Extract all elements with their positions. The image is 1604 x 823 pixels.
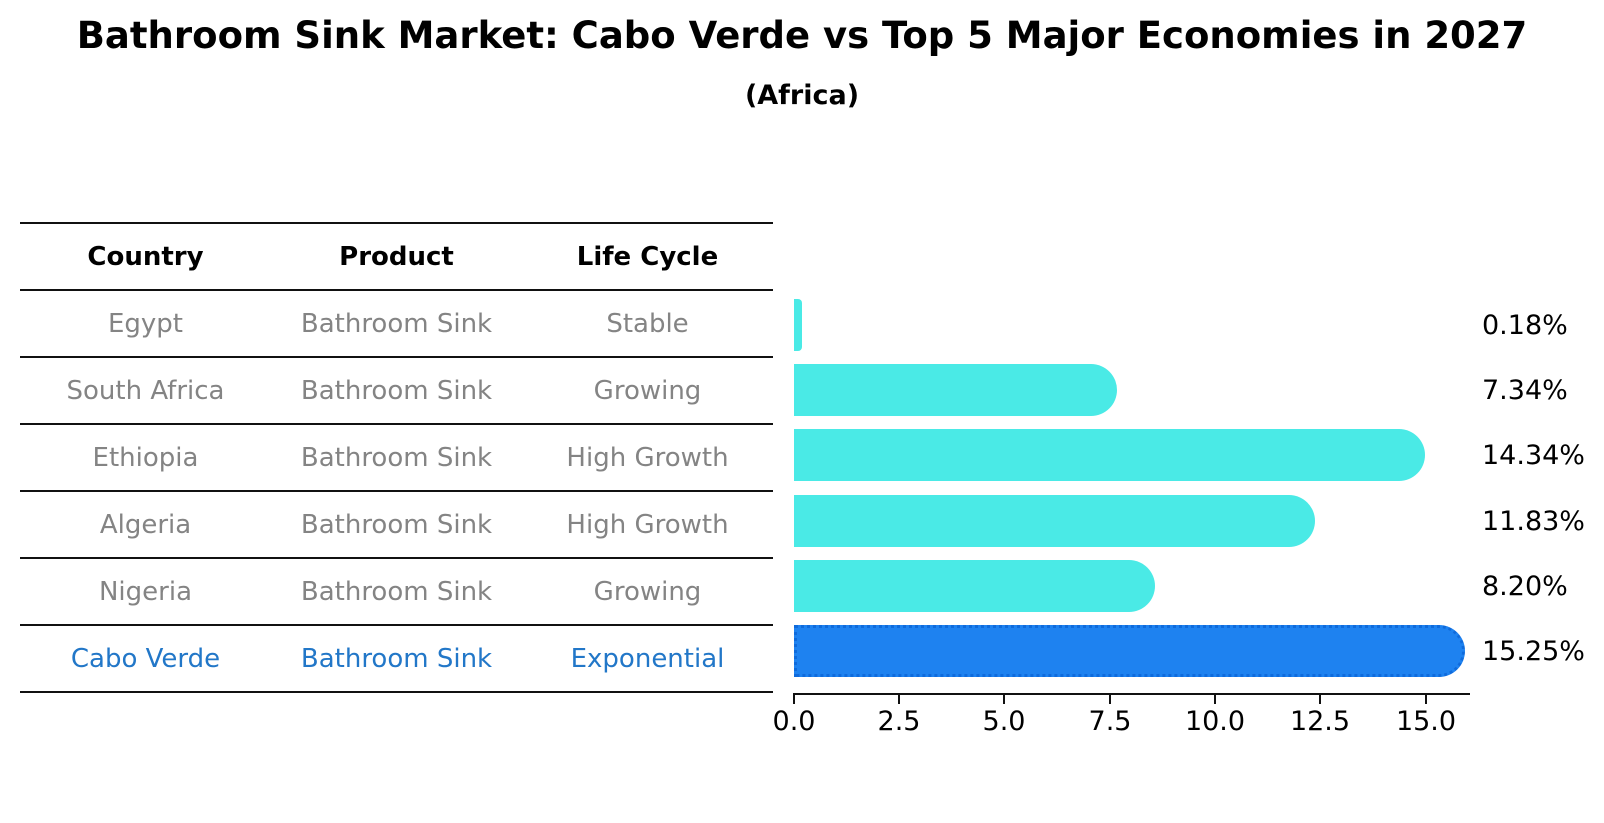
cell-life-cycle: High Growth: [566, 509, 729, 540]
country-table: Country Product Life Cycle Egypt Bathroo…: [20, 222, 773, 693]
table-header-row: Country Product Life Cycle: [20, 224, 773, 291]
x-tick: [1319, 694, 1321, 704]
cell-country: South Africa: [66, 375, 225, 406]
cell-product: Bathroom Sink: [300, 308, 493, 339]
bar-algeria: [794, 495, 1315, 547]
x-tick: [793, 694, 795, 704]
x-tick: [1109, 694, 1111, 704]
chart-title: Bathroom Sink Market: Cabo Verde vs Top …: [76, 14, 1528, 57]
header-country: Country: [87, 241, 204, 272]
value-label-egypt: 0.18%: [1482, 309, 1568, 341]
x-tick-label: 12.5: [1289, 706, 1351, 737]
header-product: Product: [339, 241, 454, 272]
bar-south-africa: [794, 364, 1117, 416]
table-row-south-africa: South Africa Bathroom Sink Growing: [20, 358, 773, 425]
cell-life-cycle: Exponential: [570, 643, 725, 674]
x-tick: [1003, 694, 1005, 704]
header-life-cycle: Life Cycle: [576, 241, 719, 272]
x-tick-label: 10.0: [1184, 706, 1246, 737]
cell-country: Ethiopia: [92, 442, 199, 473]
chart-subtitle: (Africa): [744, 80, 860, 111]
bar-nigeria: [794, 560, 1155, 612]
cell-product: Bathroom Sink: [300, 442, 493, 473]
value-label-south-africa: 7.34%: [1482, 374, 1568, 406]
x-tick: [1425, 694, 1427, 704]
cell-life-cycle: Growing: [593, 576, 702, 607]
table-row-cabo-verde: Cabo Verde Bathroom Sink Exponential: [20, 626, 773, 691]
cell-product: Bathroom Sink: [300, 643, 493, 674]
cell-country: Egypt: [107, 308, 184, 339]
x-tick-label: 2.5: [877, 706, 921, 737]
table-row-algeria: Algeria Bathroom Sink High Growth: [20, 492, 773, 559]
value-label-algeria: 11.83%: [1482, 505, 1585, 537]
bar-cabo-verde: [794, 625, 1465, 677]
x-tick-label: 0.0: [772, 706, 816, 737]
cell-country: Cabo Verde: [70, 643, 221, 674]
cell-product: Bathroom Sink: [300, 509, 493, 540]
table-row-nigeria: Nigeria Bathroom Sink Growing: [20, 559, 773, 626]
x-tick: [1214, 694, 1216, 704]
table-row-ethiopia: Ethiopia Bathroom Sink High Growth: [20, 425, 773, 492]
bar-ethiopia: [794, 429, 1425, 481]
x-tick: [898, 694, 900, 704]
x-tick-label: 5.0: [982, 706, 1026, 737]
x-axis-line: [793, 693, 1470, 695]
value-label-cabo-verde: 15.25%: [1482, 635, 1585, 667]
bar-egypt: [794, 299, 802, 351]
cell-life-cycle: Growing: [593, 375, 702, 406]
cell-life-cycle: Stable: [606, 308, 689, 339]
x-tick-label: 7.5: [1088, 706, 1132, 737]
cell-life-cycle: High Growth: [566, 442, 729, 473]
cell-product: Bathroom Sink: [300, 375, 493, 406]
cell-product: Bathroom Sink: [300, 576, 493, 607]
cell-country: Nigeria: [98, 576, 193, 607]
table-row-egypt: Egypt Bathroom Sink Stable: [20, 291, 773, 358]
value-label-ethiopia: 14.34%: [1482, 439, 1585, 471]
cell-country: Algeria: [99, 509, 192, 540]
x-tick-label: 15.0: [1395, 706, 1457, 737]
value-label-nigeria: 8.20%: [1482, 570, 1568, 602]
